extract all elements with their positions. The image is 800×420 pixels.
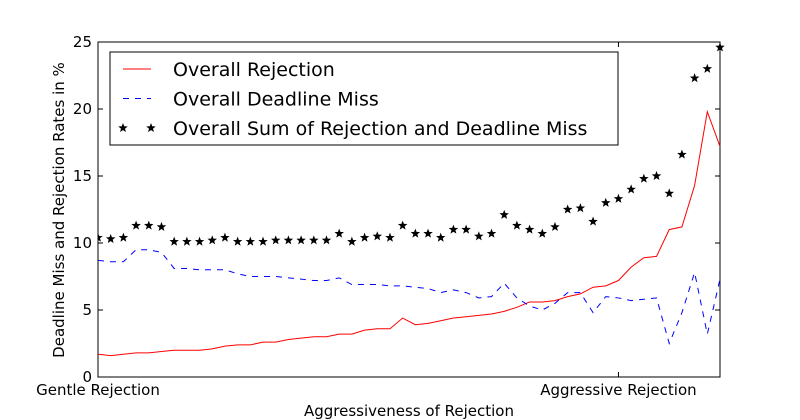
legend-marker [146, 123, 156, 133]
legend-marker [118, 123, 128, 133]
star-marker [372, 231, 383, 241]
legend-label: Overall Sum of Rejection and Deadline Mi… [173, 118, 587, 140]
star-marker [651, 171, 662, 181]
star-marker [385, 232, 395, 242]
legend-label: Overall Rejection [173, 59, 335, 81]
star-marker [131, 220, 141, 230]
star-marker [98, 232, 103, 242]
star-marker [232, 236, 243, 246]
star-marker [283, 235, 294, 245]
star-marker [321, 235, 332, 245]
star-marker [601, 197, 611, 207]
star-marker [220, 232, 230, 242]
star-marker [156, 221, 167, 231]
star-marker [499, 209, 509, 219]
star-marker [639, 173, 649, 183]
star-marker [562, 204, 573, 214]
star-marker [575, 203, 586, 213]
star-marker [258, 236, 268, 246]
star-marker [410, 228, 421, 238]
y-tick-label: 25 [73, 33, 92, 51]
x-tick-label: Aggressive Rejection [540, 381, 696, 399]
x-tick-label: Gentle Rejection [36, 381, 160, 399]
y-tick-label: 5 [82, 301, 92, 319]
star-marker [105, 233, 116, 244]
star-marker [169, 236, 179, 246]
star-marker [347, 236, 357, 246]
legend-box [109, 51, 619, 146]
star-marker [524, 224, 535, 234]
star-marker [182, 236, 192, 246]
y-axis-label: Deadline Miss and Rejection Rates in % [50, 62, 68, 358]
star-marker [550, 221, 560, 231]
star-marker [702, 63, 713, 73]
star-marker [270, 235, 281, 245]
star-marker [461, 224, 471, 234]
star-marker [397, 220, 408, 230]
y-tick-label: 10 [73, 234, 92, 252]
star-marker [486, 228, 497, 238]
star-marker [474, 231, 484, 241]
y-tick-label: 20 [73, 100, 92, 118]
series-line [98, 109, 721, 357]
series-line [98, 249, 721, 346]
star-marker [309, 235, 319, 245]
star-marker [207, 235, 217, 245]
star-marker [359, 232, 370, 242]
star-marker [664, 188, 674, 198]
star-marker [626, 184, 636, 194]
star-marker [588, 216, 598, 226]
star-marker [613, 193, 624, 203]
star-marker [512, 220, 522, 230]
star-marker [677, 149, 687, 159]
star-marker [245, 236, 256, 246]
star-marker [689, 73, 700, 83]
y-tick-label: 0 [82, 368, 92, 386]
star-marker [194, 236, 205, 246]
star-marker [296, 235, 306, 245]
star-marker [118, 232, 129, 242]
y-tick-label: 15 [73, 167, 92, 185]
star-marker [537, 228, 548, 238]
star-marker [144, 220, 154, 230]
star-marker [423, 228, 433, 238]
legend-label: Overall Deadline Miss [173, 89, 379, 111]
star-marker [448, 224, 459, 234]
plot-frame [97, 41, 721, 378]
x-axis-label: Aggressiveness of Rejection [304, 402, 514, 420]
star-marker [334, 228, 344, 238]
star-marker [715, 42, 725, 52]
star-marker [435, 232, 446, 242]
